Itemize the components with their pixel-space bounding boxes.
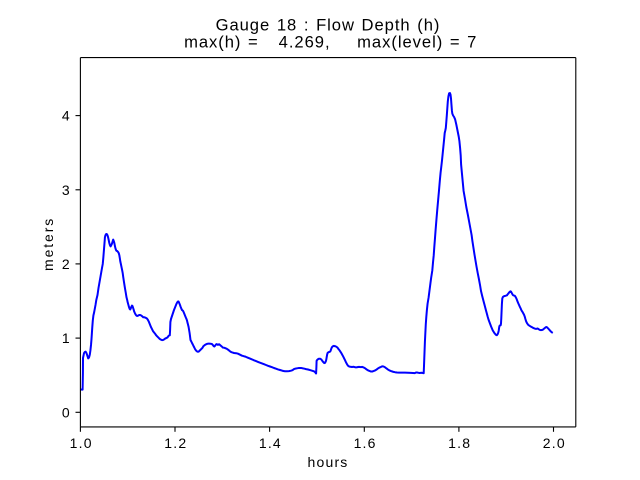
svg-text:2: 2 bbox=[62, 256, 71, 272]
svg-text:meters: meters bbox=[40, 217, 56, 271]
svg-text:1.8: 1.8 bbox=[448, 435, 471, 451]
svg-text:3: 3 bbox=[62, 182, 71, 198]
svg-text:1.0: 1.0 bbox=[70, 435, 93, 451]
svg-text:1.6: 1.6 bbox=[354, 435, 377, 451]
svg-text:4: 4 bbox=[62, 108, 71, 124]
svg-text:Gauge 18 : Flow Depth (h): Gauge 18 : Flow Depth (h) bbox=[216, 16, 441, 35]
svg-text:hours: hours bbox=[307, 454, 348, 470]
svg-text:0: 0 bbox=[62, 404, 71, 420]
svg-text:2.0: 2.0 bbox=[543, 435, 566, 451]
svg-text:max(h) = 4.269, max(level: max(h) = 4.269, max(level) = 7 bbox=[184, 32, 477, 51]
svg-text:1.4: 1.4 bbox=[259, 435, 282, 451]
svg-text:1: 1 bbox=[62, 330, 71, 346]
svg-text:1.2: 1.2 bbox=[164, 435, 187, 451]
